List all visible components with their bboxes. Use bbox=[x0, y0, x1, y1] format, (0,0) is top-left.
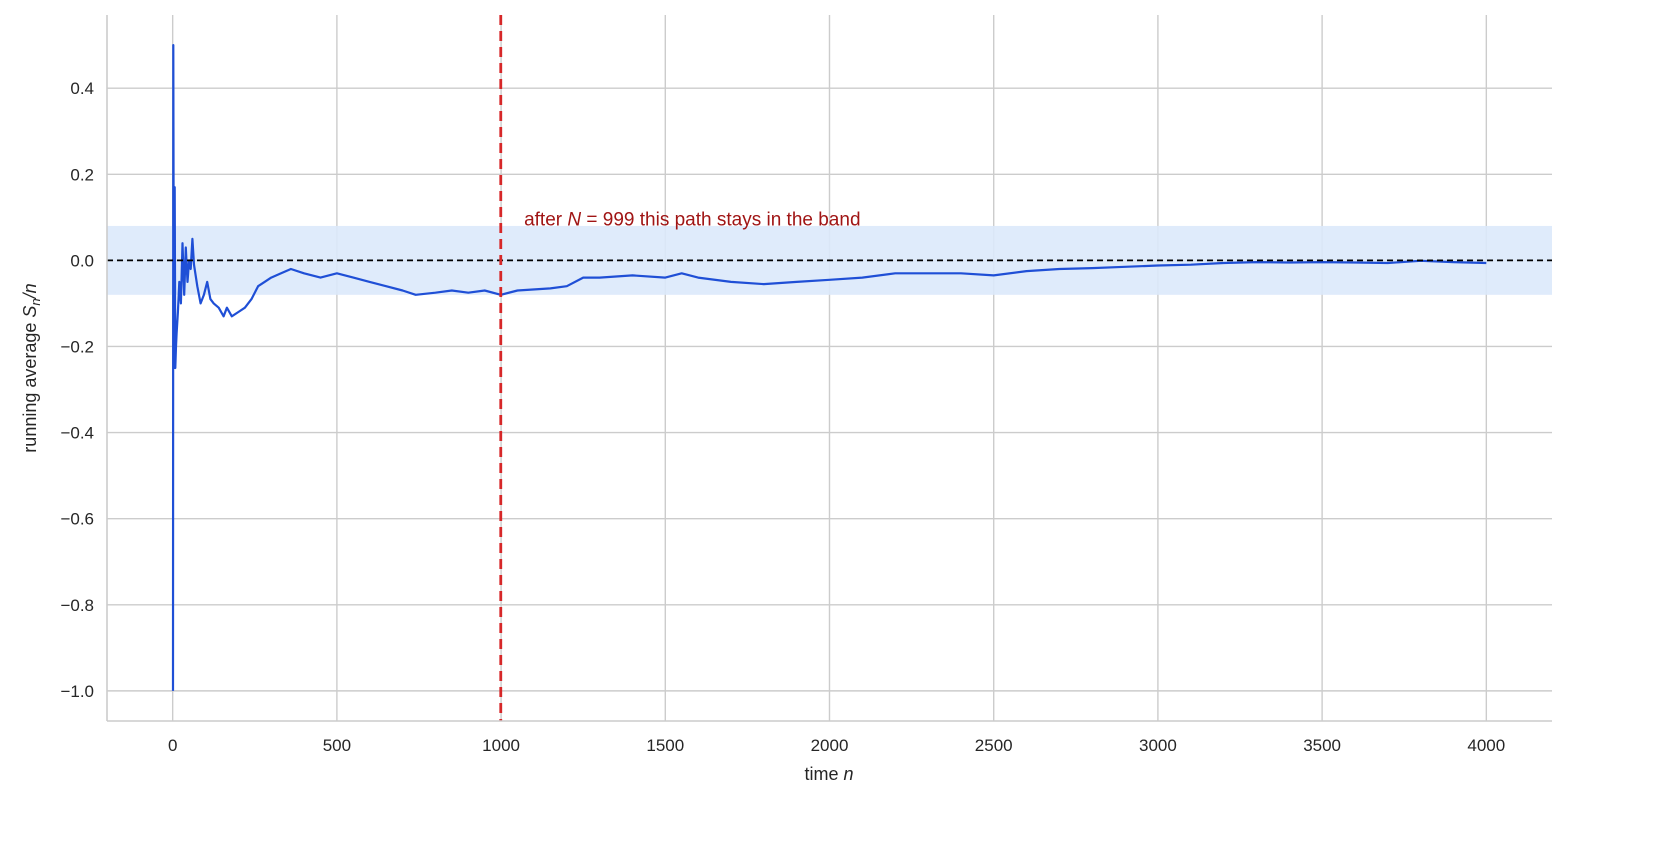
y-tick-label: 0.0 bbox=[70, 251, 94, 270]
annotation-prefix: after bbox=[524, 209, 567, 230]
y-tick-label: −0.2 bbox=[60, 337, 94, 356]
y-label-sub: n bbox=[28, 298, 43, 305]
y-label-prefix: running average bbox=[20, 318, 40, 453]
x-tick-label: 1000 bbox=[482, 736, 520, 755]
y-label-rest: /n bbox=[20, 283, 40, 300]
x-axis-label-var: n bbox=[844, 764, 854, 784]
running-average-line bbox=[171, 44, 1487, 691]
lines bbox=[107, 15, 1552, 721]
annotation-var: N bbox=[567, 209, 581, 230]
x-tick-label: 0 bbox=[168, 736, 177, 755]
y-tick-label: −0.4 bbox=[60, 424, 94, 443]
y-tick-label: −1.0 bbox=[60, 682, 94, 701]
y-tick-label: 0.2 bbox=[70, 165, 94, 184]
y-label-s: S bbox=[20, 306, 40, 318]
ticks: 0 500 1000 1500 2000 2500 3000 3500 4000 0.4 0.2 0.… bbox=[60, 79, 1505, 755]
x-axis-label-text: time bbox=[804, 764, 838, 784]
grid bbox=[107, 15, 1552, 721]
x-tick-label: 3500 bbox=[1303, 736, 1341, 755]
y-tick-label: −0.8 bbox=[60, 596, 94, 615]
x-tick-label: 2500 bbox=[975, 736, 1013, 755]
x-tick-label: 500 bbox=[323, 736, 351, 755]
annotation-suffix: = 999 this path stays in the band bbox=[581, 209, 860, 230]
y-tick-label: −0.6 bbox=[60, 510, 94, 529]
x-tick-label: 1500 bbox=[646, 736, 684, 755]
y-tick-label: 0.4 bbox=[70, 79, 94, 98]
x-tick-label: 2000 bbox=[811, 736, 849, 755]
y-axis-label: running average Sn/n bbox=[20, 283, 43, 452]
annotation: after N = 999 this path stays in the ban… bbox=[524, 209, 860, 230]
x-axis-label: time n bbox=[804, 764, 853, 784]
x-tick-label: 4000 bbox=[1467, 736, 1505, 755]
x-tick-label: 3000 bbox=[1139, 736, 1177, 755]
